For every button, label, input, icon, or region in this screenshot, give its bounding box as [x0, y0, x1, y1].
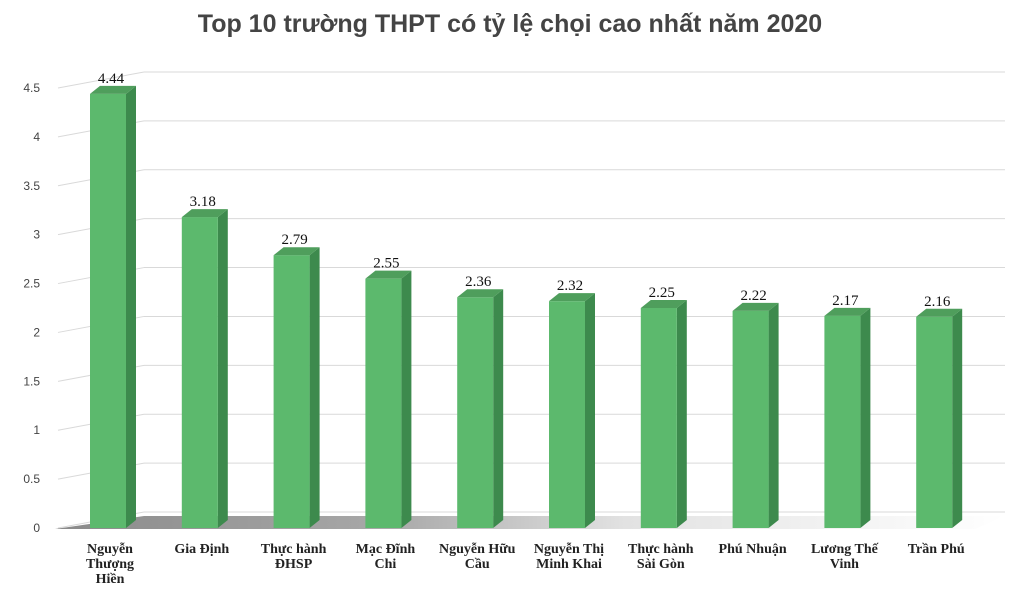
x-tick-label-line: Thực hành: [261, 542, 327, 557]
bar-top: [90, 85, 136, 94]
data-label: 2.55: [373, 256, 399, 272]
x-tick-label: Thực hành Sài Gòn: [628, 542, 694, 572]
bar-front: [549, 301, 585, 528]
bar-side: [126, 85, 136, 528]
x-tick-label-line: Trần Phú: [908, 542, 965, 557]
x-tick-label-line: Gia Định: [174, 542, 229, 557]
x-tick-label: Thực hành ĐHSP: [261, 542, 327, 572]
x-tick-label-line: Hiền: [96, 572, 125, 587]
x-tick-label: Phú Nhuận: [719, 542, 787, 557]
x-tick-label-line: ĐHSP: [275, 557, 313, 572]
bar-side: [952, 308, 963, 528]
bar-top: [640, 300, 687, 308]
data-label: 2.16: [924, 294, 951, 310]
bar-top: [365, 270, 412, 279]
gridline-diagonal: [57, 71, 145, 89]
bar-front: [732, 310, 769, 528]
x-tick-label: Nguyễn Hữu Cầu: [439, 541, 516, 572]
bar-front: [457, 297, 494, 528]
x-tick-label-line: Phú Nhuận: [719, 542, 787, 557]
data-label: 2.25: [649, 285, 675, 301]
y-tick-label: 0.5: [23, 472, 40, 486]
bar-side: [768, 302, 779, 528]
y-tick-label: 3: [33, 228, 40, 242]
bar-side: [585, 293, 595, 528]
bar-front: [916, 316, 953, 528]
bar-front: [824, 315, 861, 528]
bar-front: [365, 278, 402, 528]
x-tick-label-line: Nguyễn: [87, 541, 133, 557]
x-tick-label-line: Nguyễn Thị: [534, 541, 604, 557]
y-tick-label: 3.5: [23, 179, 40, 193]
data-label: 2.17: [832, 293, 859, 309]
bar-side: [401, 270, 412, 528]
x-tick-label-line: Vinh: [830, 557, 859, 572]
bar: [273, 247, 320, 528]
y-tick-label: 4: [33, 130, 40, 144]
chart-title: Top 10 trường THPT có tỷ lệ chọi cao nhấ…: [197, 10, 823, 38]
x-tick-label-line: Cầu: [465, 557, 490, 572]
y-tick-label: 2: [33, 325, 40, 339]
bar: [365, 270, 412, 528]
x-tick-label: Lương Thế Vinh: [811, 542, 879, 572]
x-tick-label: Mạc Đĩnh Chi: [356, 542, 416, 572]
bar-top: [732, 302, 779, 311]
bar-side: [676, 300, 687, 528]
data-label: 2.32: [557, 278, 583, 294]
x-tick-label-line: Nguyễn Hữu: [439, 541, 516, 557]
x-tick-label: Nguyễn Thị Minh Khai: [534, 541, 604, 572]
bar-front: [90, 93, 126, 528]
x-tick-label: Trần Phú: [908, 542, 965, 557]
data-label: 2.36: [465, 274, 492, 290]
y-axis: 0 0.5 1 1.5 2 2.5 3 3.5 4 4.5: [23, 81, 40, 535]
bar: [90, 85, 136, 528]
bar: [549, 293, 595, 528]
x-tick-label: Nguyễn Thượng Hiền: [86, 541, 134, 587]
bar: [824, 307, 871, 528]
x-tick-label-line: Thực hành: [628, 542, 694, 557]
bar-top: [273, 247, 320, 256]
bar-front: [181, 217, 218, 529]
y-tick-label: 1.5: [23, 374, 40, 388]
x-tick-label-line: Minh Khai: [536, 557, 602, 572]
bar: [640, 300, 687, 528]
bar: [457, 289, 504, 528]
value-labels: 4.44 3.18 2.79 2.55 2.36 2.32 2.25 2.22 2.17 2.16: [98, 71, 951, 310]
x-tick-label-line: Sài Gòn: [637, 557, 685, 572]
data-label: 2.22: [740, 288, 766, 304]
x-tick-label-line: Chi: [375, 557, 397, 572]
x-tick-label-line: Lương Thế: [811, 542, 879, 557]
bar-front: [640, 308, 677, 528]
bar-side: [309, 247, 320, 528]
bar-side: [217, 209, 228, 529]
y-tick-label: 1: [33, 423, 40, 437]
bar-top: [549, 293, 595, 302]
bar: [732, 302, 779, 528]
bar-top: [916, 308, 963, 317]
x-tick-label: Gia Định: [174, 542, 229, 557]
bar-top: [824, 307, 871, 316]
bar-top: [457, 289, 504, 298]
data-label: 4.44: [98, 71, 125, 87]
x-tick-label-line: Mạc Đĩnh: [356, 542, 416, 557]
bar: [916, 308, 963, 528]
x-tick-label-line: Thượng: [86, 557, 134, 572]
data-label: 3.18: [190, 194, 216, 210]
data-label: 2.79: [281, 232, 307, 248]
y-tick-label: 0: [33, 521, 40, 535]
y-tick-label: 2.5: [23, 277, 40, 291]
bar-top: [181, 209, 228, 218]
bar: [181, 209, 228, 529]
y-tick-label: 4.5: [23, 81, 40, 95]
bar-side: [493, 289, 504, 528]
bar-front: [273, 255, 310, 528]
bar-side: [860, 307, 871, 528]
bars: [90, 85, 963, 529]
